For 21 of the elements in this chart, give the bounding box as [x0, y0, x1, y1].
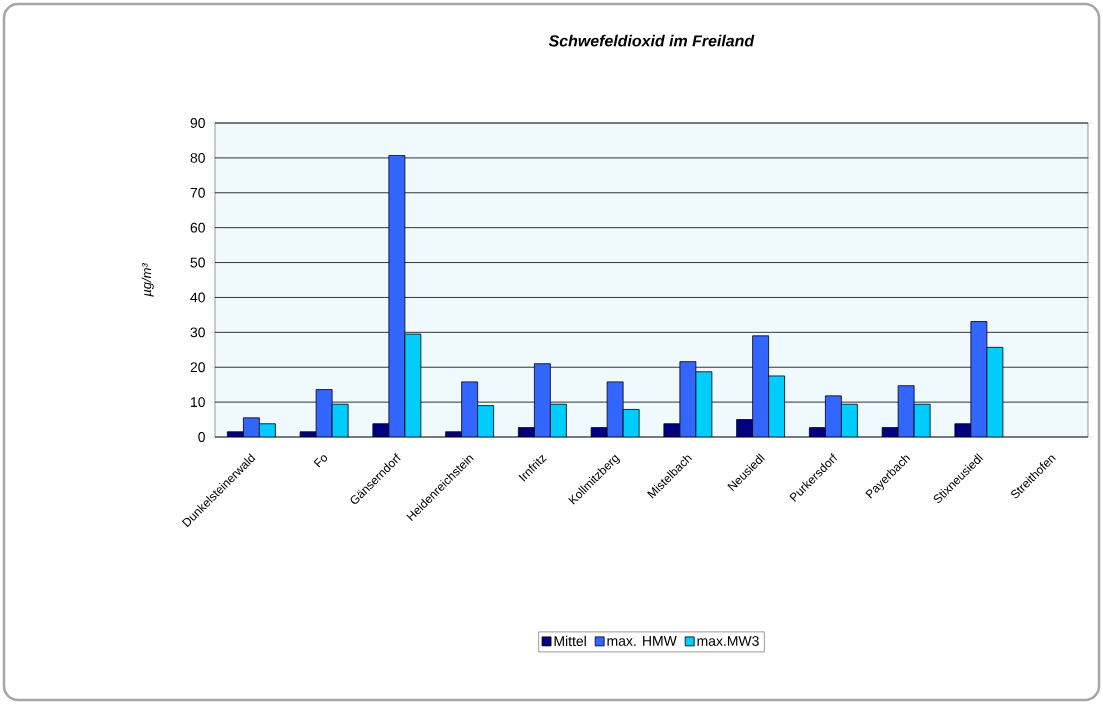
legend-label: max. HMW [607, 636, 677, 646]
bar [768, 375, 786, 437]
bar [461, 381, 479, 437]
y-tick-label: 90 [190, 118, 205, 128]
x-tick-label: Fo [313, 455, 328, 468]
y-tick-label: 20 [190, 362, 205, 373]
bar [824, 395, 842, 437]
y-tick-label: 50 [190, 257, 205, 268]
y-tick-label: 60 [190, 222, 205, 233]
y-tick-label: 70 [190, 187, 205, 198]
legend-label: max.MW3 [697, 636, 759, 646]
bar [533, 363, 551, 437]
legend-label: Mittel [554, 635, 586, 647]
y-tick-label: 40 [190, 292, 205, 303]
y-tick-label: 80 [190, 152, 205, 163]
bar [752, 335, 770, 437]
y-axis-title: µg/m³ [141, 263, 154, 297]
chart-title: Schwefeldioxid im Freiland [548, 34, 755, 47]
y-tick-label: 30 [190, 327, 205, 338]
y-tick-label: 0 [198, 432, 205, 442]
y-tick-label: 10 [191, 397, 205, 408]
